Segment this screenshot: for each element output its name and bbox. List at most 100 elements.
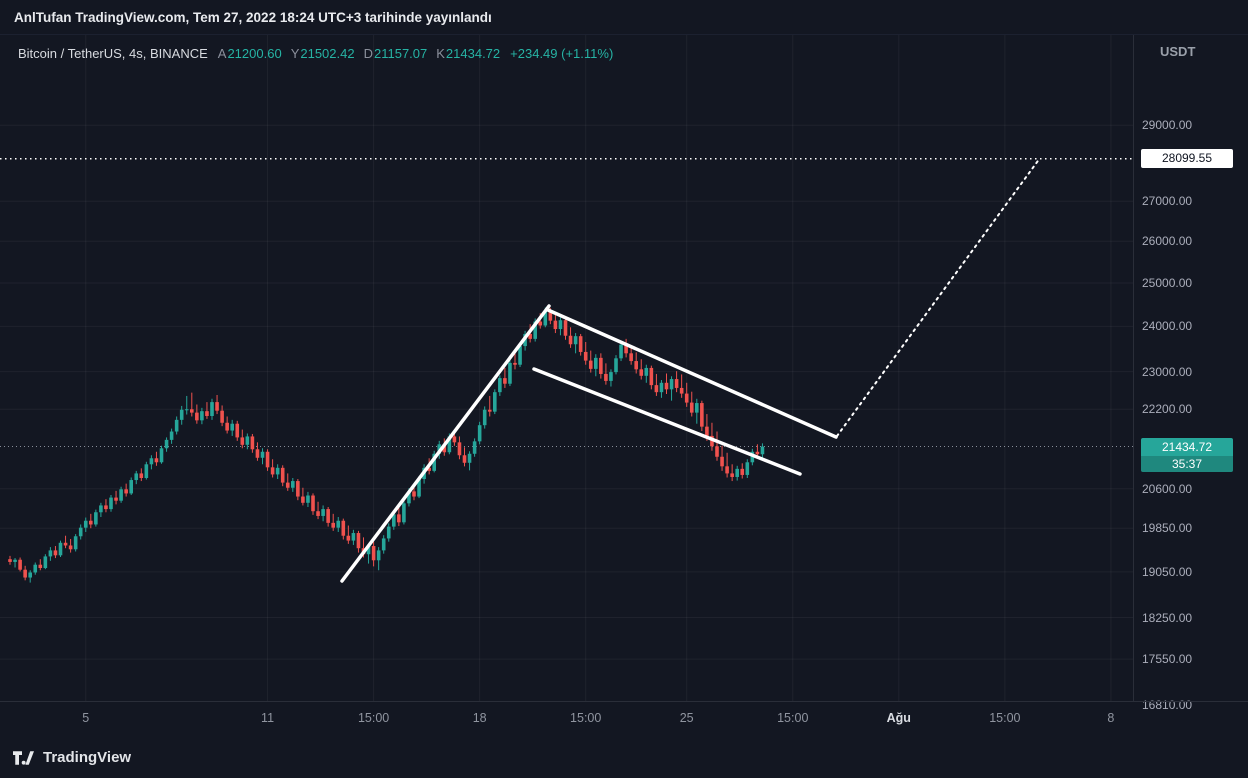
candle-body (13, 559, 17, 562)
price-tick: 19050.00 (1142, 564, 1193, 579)
candle-body (58, 542, 63, 556)
trend-line-3[interactable] (532, 367, 802, 476)
chart-area[interactable]: Bitcoin / TetherUS, 4s, BINANCE A21200.6… (0, 35, 1134, 701)
time-tick: 8 (1107, 711, 1115, 725)
candle-body (614, 358, 618, 373)
candle-body (205, 411, 209, 416)
candle-body (321, 509, 325, 516)
candle-body (644, 367, 649, 376)
candle-body (215, 402, 219, 411)
candle-body (558, 320, 563, 330)
candle-body (543, 310, 548, 326)
candle-body (184, 409, 189, 411)
last-price-value: 21434.72 (1161, 439, 1213, 454)
chart-main: Bitcoin / TetherUS, 4s, BINANCE A21200.6… (0, 35, 1248, 712)
candle-body (518, 346, 522, 365)
candle-body (412, 491, 416, 497)
candle-body (573, 336, 578, 345)
candle-body (482, 409, 487, 426)
candle-body (594, 357, 598, 369)
time-tick: 15:00 (357, 711, 390, 725)
trend-line-1[interactable] (340, 304, 551, 583)
candle-body (371, 546, 376, 561)
candle-body (351, 533, 356, 541)
candle-body (568, 335, 573, 345)
candle-body (472, 441, 477, 454)
candle-body (376, 550, 381, 561)
candle-body (689, 402, 694, 413)
candle-body (503, 378, 507, 384)
candle-body (104, 505, 108, 510)
candle-body (629, 353, 633, 362)
candle-body (695, 403, 699, 413)
candle-body (599, 357, 603, 374)
candle-body (78, 527, 83, 537)
time-tick: 5 (82, 711, 90, 725)
candle-body (705, 426, 709, 436)
tradingview-logo-icon[interactable] (13, 750, 34, 766)
time-tick: 18 (472, 711, 487, 725)
candle-body (8, 559, 12, 562)
candle-body (583, 351, 588, 361)
candle-body (674, 379, 679, 388)
candle-body (129, 480, 133, 494)
candle-body (366, 546, 371, 555)
price-axis[interactable]: USDT 28099.55 21434.72 35:37 29000.00 270… (1134, 35, 1248, 712)
price-tick: 27000.00 (1142, 194, 1193, 209)
candle-body (190, 409, 194, 413)
candle-body (417, 479, 421, 497)
symbol-title[interactable]: Bitcoin / TetherUS, 4s, BINANCE (18, 46, 208, 61)
candle-body (109, 497, 113, 510)
candle-body (164, 439, 169, 449)
candle-body (356, 533, 361, 549)
candle-body (654, 385, 659, 393)
time-tick: 15:00 (989, 711, 1021, 725)
trend-line-2[interactable] (546, 308, 838, 439)
time-tick: 11 (261, 711, 275, 725)
candle-body (427, 467, 431, 471)
candle-body (23, 569, 27, 578)
candle-body (43, 556, 48, 569)
candle-body (285, 482, 290, 488)
candle-body (538, 321, 543, 326)
candle-body (563, 320, 568, 336)
candle-body (230, 423, 234, 431)
projection-line[interactable] (836, 157, 1041, 437)
candle-body (760, 446, 765, 455)
price-tick: 26000.00 (1142, 234, 1193, 249)
candle-body (179, 409, 184, 420)
candle-body (114, 497, 118, 501)
candle-body (669, 379, 674, 390)
time-axis[interactable]: 5 11 15:00 18 15:00 25 15:00 Ağu 15:00 8 (0, 701, 1248, 738)
time-tick: 25 (679, 711, 694, 725)
candle-body (210, 402, 214, 416)
ohlc-D: D21157.07 (363, 46, 428, 61)
candle-body (513, 362, 517, 365)
bar-countdown: 35:37 (1141, 455, 1233, 472)
candle-body (508, 362, 512, 384)
candle-body (553, 320, 558, 330)
price-tick: 24000.00 (1142, 319, 1193, 334)
chart-legend: Bitcoin / TetherUS, 4s, BINANCE A21200.6… (18, 46, 613, 61)
candle-body (735, 468, 739, 477)
candle-body (28, 572, 32, 578)
time-tick: 15:00 (570, 711, 602, 725)
price-tick: 18250.00 (1142, 610, 1193, 625)
brand-name[interactable]: TradingView (43, 749, 132, 766)
time-tick: 15:00 (777, 711, 809, 725)
candle-body (533, 321, 537, 339)
candle-body (346, 535, 351, 541)
candle-body (94, 512, 98, 525)
candle-body (725, 466, 729, 474)
candle-body (664, 382, 669, 390)
candle-body (619, 344, 623, 359)
candle-body (326, 509, 330, 523)
candle-body (200, 411, 204, 421)
candle-body (174, 419, 179, 432)
candle-body (452, 436, 457, 443)
candle-body (407, 491, 411, 504)
candle-body (291, 481, 295, 488)
candle-body (68, 545, 73, 550)
candle-body (493, 392, 497, 412)
price-chart[interactable] (0, 35, 1133, 701)
